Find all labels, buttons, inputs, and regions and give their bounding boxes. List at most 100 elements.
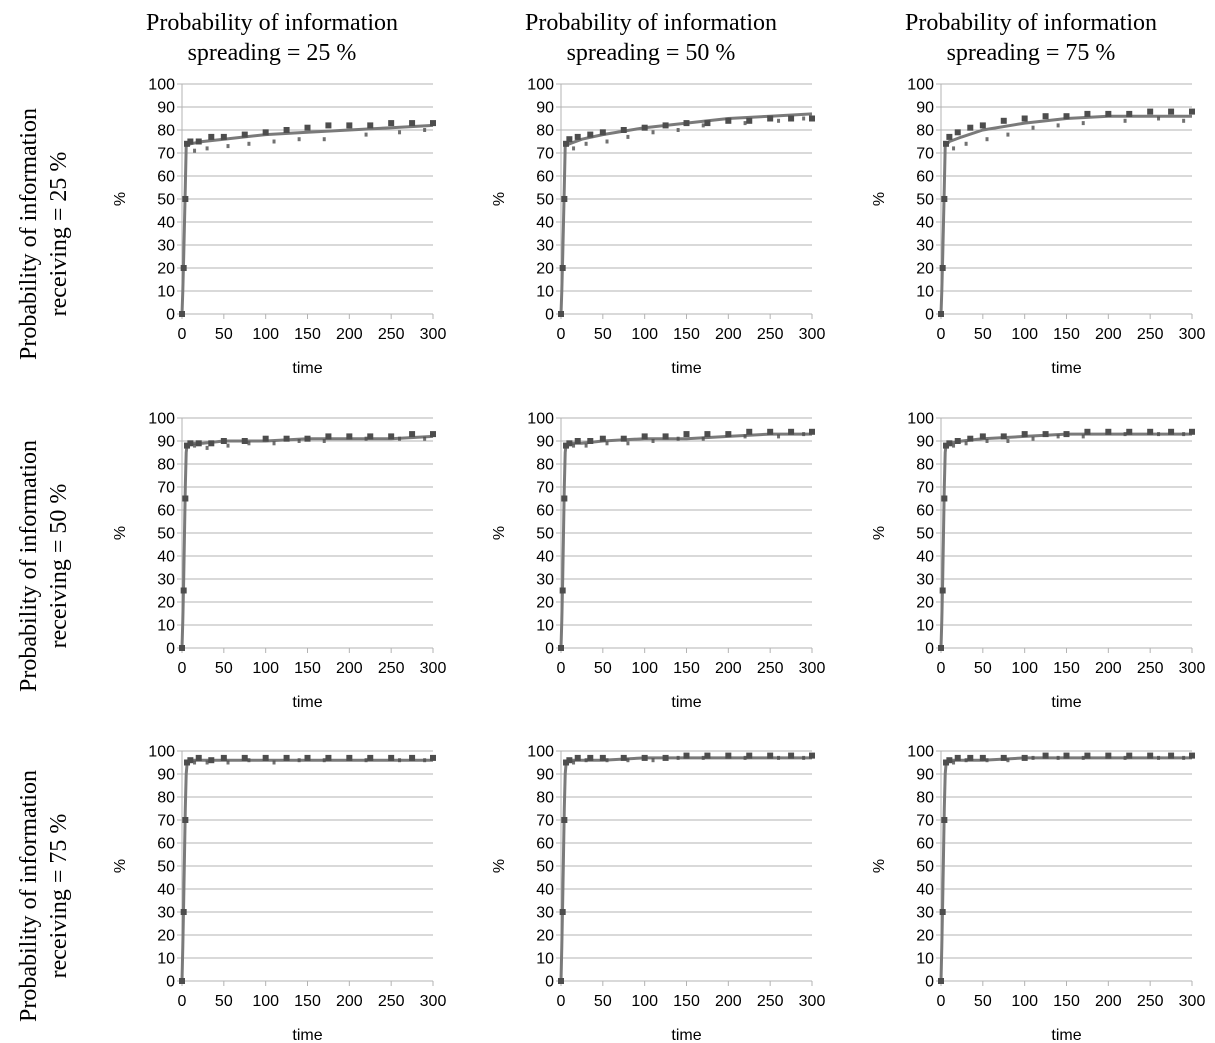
data-point-marker — [367, 122, 374, 129]
data-point-marker — [1000, 117, 1007, 124]
data-point-marker — [574, 133, 581, 140]
x-tick-label: 250 — [378, 660, 405, 677]
y-tick-label: 40 — [157, 549, 175, 566]
y-tick-label: 10 — [157, 951, 175, 968]
data-point-marker — [626, 441, 630, 446]
y-axis-label: % — [112, 192, 129, 206]
data-point-marker — [599, 435, 606, 442]
y-tick-label: 0 — [545, 641, 554, 658]
x-tick-label: 100 — [252, 326, 279, 343]
data-point-marker — [1021, 754, 1028, 761]
y-tick-label: 0 — [925, 641, 934, 658]
data-point-marker — [651, 758, 655, 763]
data-point-marker — [304, 754, 311, 761]
y-tick-label: 20 — [157, 595, 175, 612]
data-point-marker — [967, 124, 974, 131]
chart-panel: 0 10 20 30 40 50 60 70 80 90 100 0 50 100 150 200 250 300… — [491, 744, 825, 1043]
x-tick-label: 0 — [557, 326, 566, 343]
y-tick-label: 60 — [157, 503, 175, 520]
data-point-marker — [572, 146, 576, 151]
data-point-marker — [1147, 108, 1154, 115]
data-point-marker — [943, 759, 950, 766]
x-axis-label: time — [1051, 1027, 1081, 1043]
data-point-marker — [809, 115, 815, 122]
data-point-marker — [746, 752, 753, 759]
data-point-marker — [195, 754, 202, 761]
y-tick-label: 0 — [166, 641, 175, 658]
data-point-marker — [208, 440, 215, 447]
x-tick-label: 150 — [1053, 993, 1080, 1010]
x-axis-label: time — [292, 694, 322, 711]
data-point-marker — [1168, 428, 1175, 435]
data-point-marker — [1000, 433, 1007, 440]
y-tick-label: 30 — [157, 905, 175, 922]
data-point-marker — [587, 131, 594, 138]
data-point-marker — [1081, 755, 1085, 760]
x-tick-label: 50 — [974, 326, 992, 343]
y-tick-label: 30 — [916, 238, 934, 255]
data-point-marker — [297, 439, 301, 443]
y-tick-label: 0 — [925, 974, 934, 991]
data-point-marker — [205, 445, 209, 450]
x-axis-label: time — [292, 360, 322, 377]
col-title-1-line-2: spreading = 25 % — [188, 40, 357, 66]
y-tick-label: 20 — [916, 261, 934, 278]
row-titles: Probability of information receiving = 2… — [16, 108, 72, 1022]
data-point-marker — [180, 909, 187, 915]
y-tick-label: 100 — [907, 411, 934, 428]
x-tick-label: 100 — [631, 993, 658, 1010]
data-point-marker — [767, 752, 774, 759]
data-point-marker — [1168, 108, 1175, 115]
data-point-marker — [187, 138, 194, 145]
data-point-marker — [954, 438, 961, 444]
x-tick-label: 0 — [178, 326, 187, 343]
data-point-marker — [364, 758, 368, 763]
data-point-marker — [626, 758, 630, 763]
data-point-marker — [272, 760, 276, 765]
data-point-marker — [1056, 434, 1060, 439]
data-point-marker — [241, 438, 248, 444]
x-tick-label: 50 — [594, 660, 612, 677]
chart-panel: 0 10 20 30 40 50 60 70 80 90 100 0 50 100 150 200 250 300… — [112, 77, 446, 378]
data-point-marker — [220, 438, 227, 444]
x-axis-label: time — [1051, 360, 1081, 377]
y-tick-label: 90 — [536, 434, 554, 451]
data-point-marker — [641, 433, 648, 440]
data-point-marker — [952, 760, 956, 765]
data-point-marker — [954, 754, 961, 761]
chart-panel: 0 10 20 30 40 50 60 70 80 90 100 0 50 100 150 200 250 300… — [871, 744, 1205, 1043]
chart-panel: 0 10 20 30 40 50 60 70 80 90 100 0 50 100 150 200 250 300… — [112, 411, 446, 712]
x-tick-label: 200 — [336, 993, 363, 1010]
data-point-marker — [1042, 752, 1049, 759]
data-point-marker — [220, 133, 227, 140]
data-point-marker — [651, 130, 655, 135]
data-point-marker — [364, 436, 368, 441]
data-point-marker — [777, 434, 781, 439]
y-tick-label: 50 — [157, 192, 175, 209]
y-tick-label: 90 — [916, 434, 934, 451]
data-point-marker — [777, 118, 781, 123]
data-point-marker — [626, 134, 630, 139]
y-tick-label: 60 — [916, 169, 934, 186]
y-tick-label: 90 — [536, 767, 554, 784]
y-axis-label: % — [871, 526, 888, 540]
data-point-marker — [1105, 428, 1112, 435]
data-point-marker — [788, 428, 795, 435]
data-point-marker — [1006, 758, 1010, 763]
data-point-marker — [743, 121, 747, 126]
data-point-marker — [208, 757, 215, 764]
data-point-marker — [566, 440, 573, 447]
data-point-marker — [704, 120, 711, 127]
y-tick-label: 100 — [527, 77, 554, 94]
x-tick-label: 250 — [1137, 993, 1164, 1010]
data-point-marker — [193, 760, 197, 765]
data-point-marker — [195, 138, 202, 145]
data-point-marker — [388, 120, 395, 127]
data-point-marker — [325, 122, 332, 129]
data-point-marker — [938, 978, 944, 984]
data-point-marker — [180, 265, 187, 271]
x-tick-label: 250 — [757, 993, 784, 1010]
data-point-marker — [767, 428, 774, 435]
data-point-marker — [676, 755, 680, 760]
data-point-marker — [398, 130, 402, 135]
